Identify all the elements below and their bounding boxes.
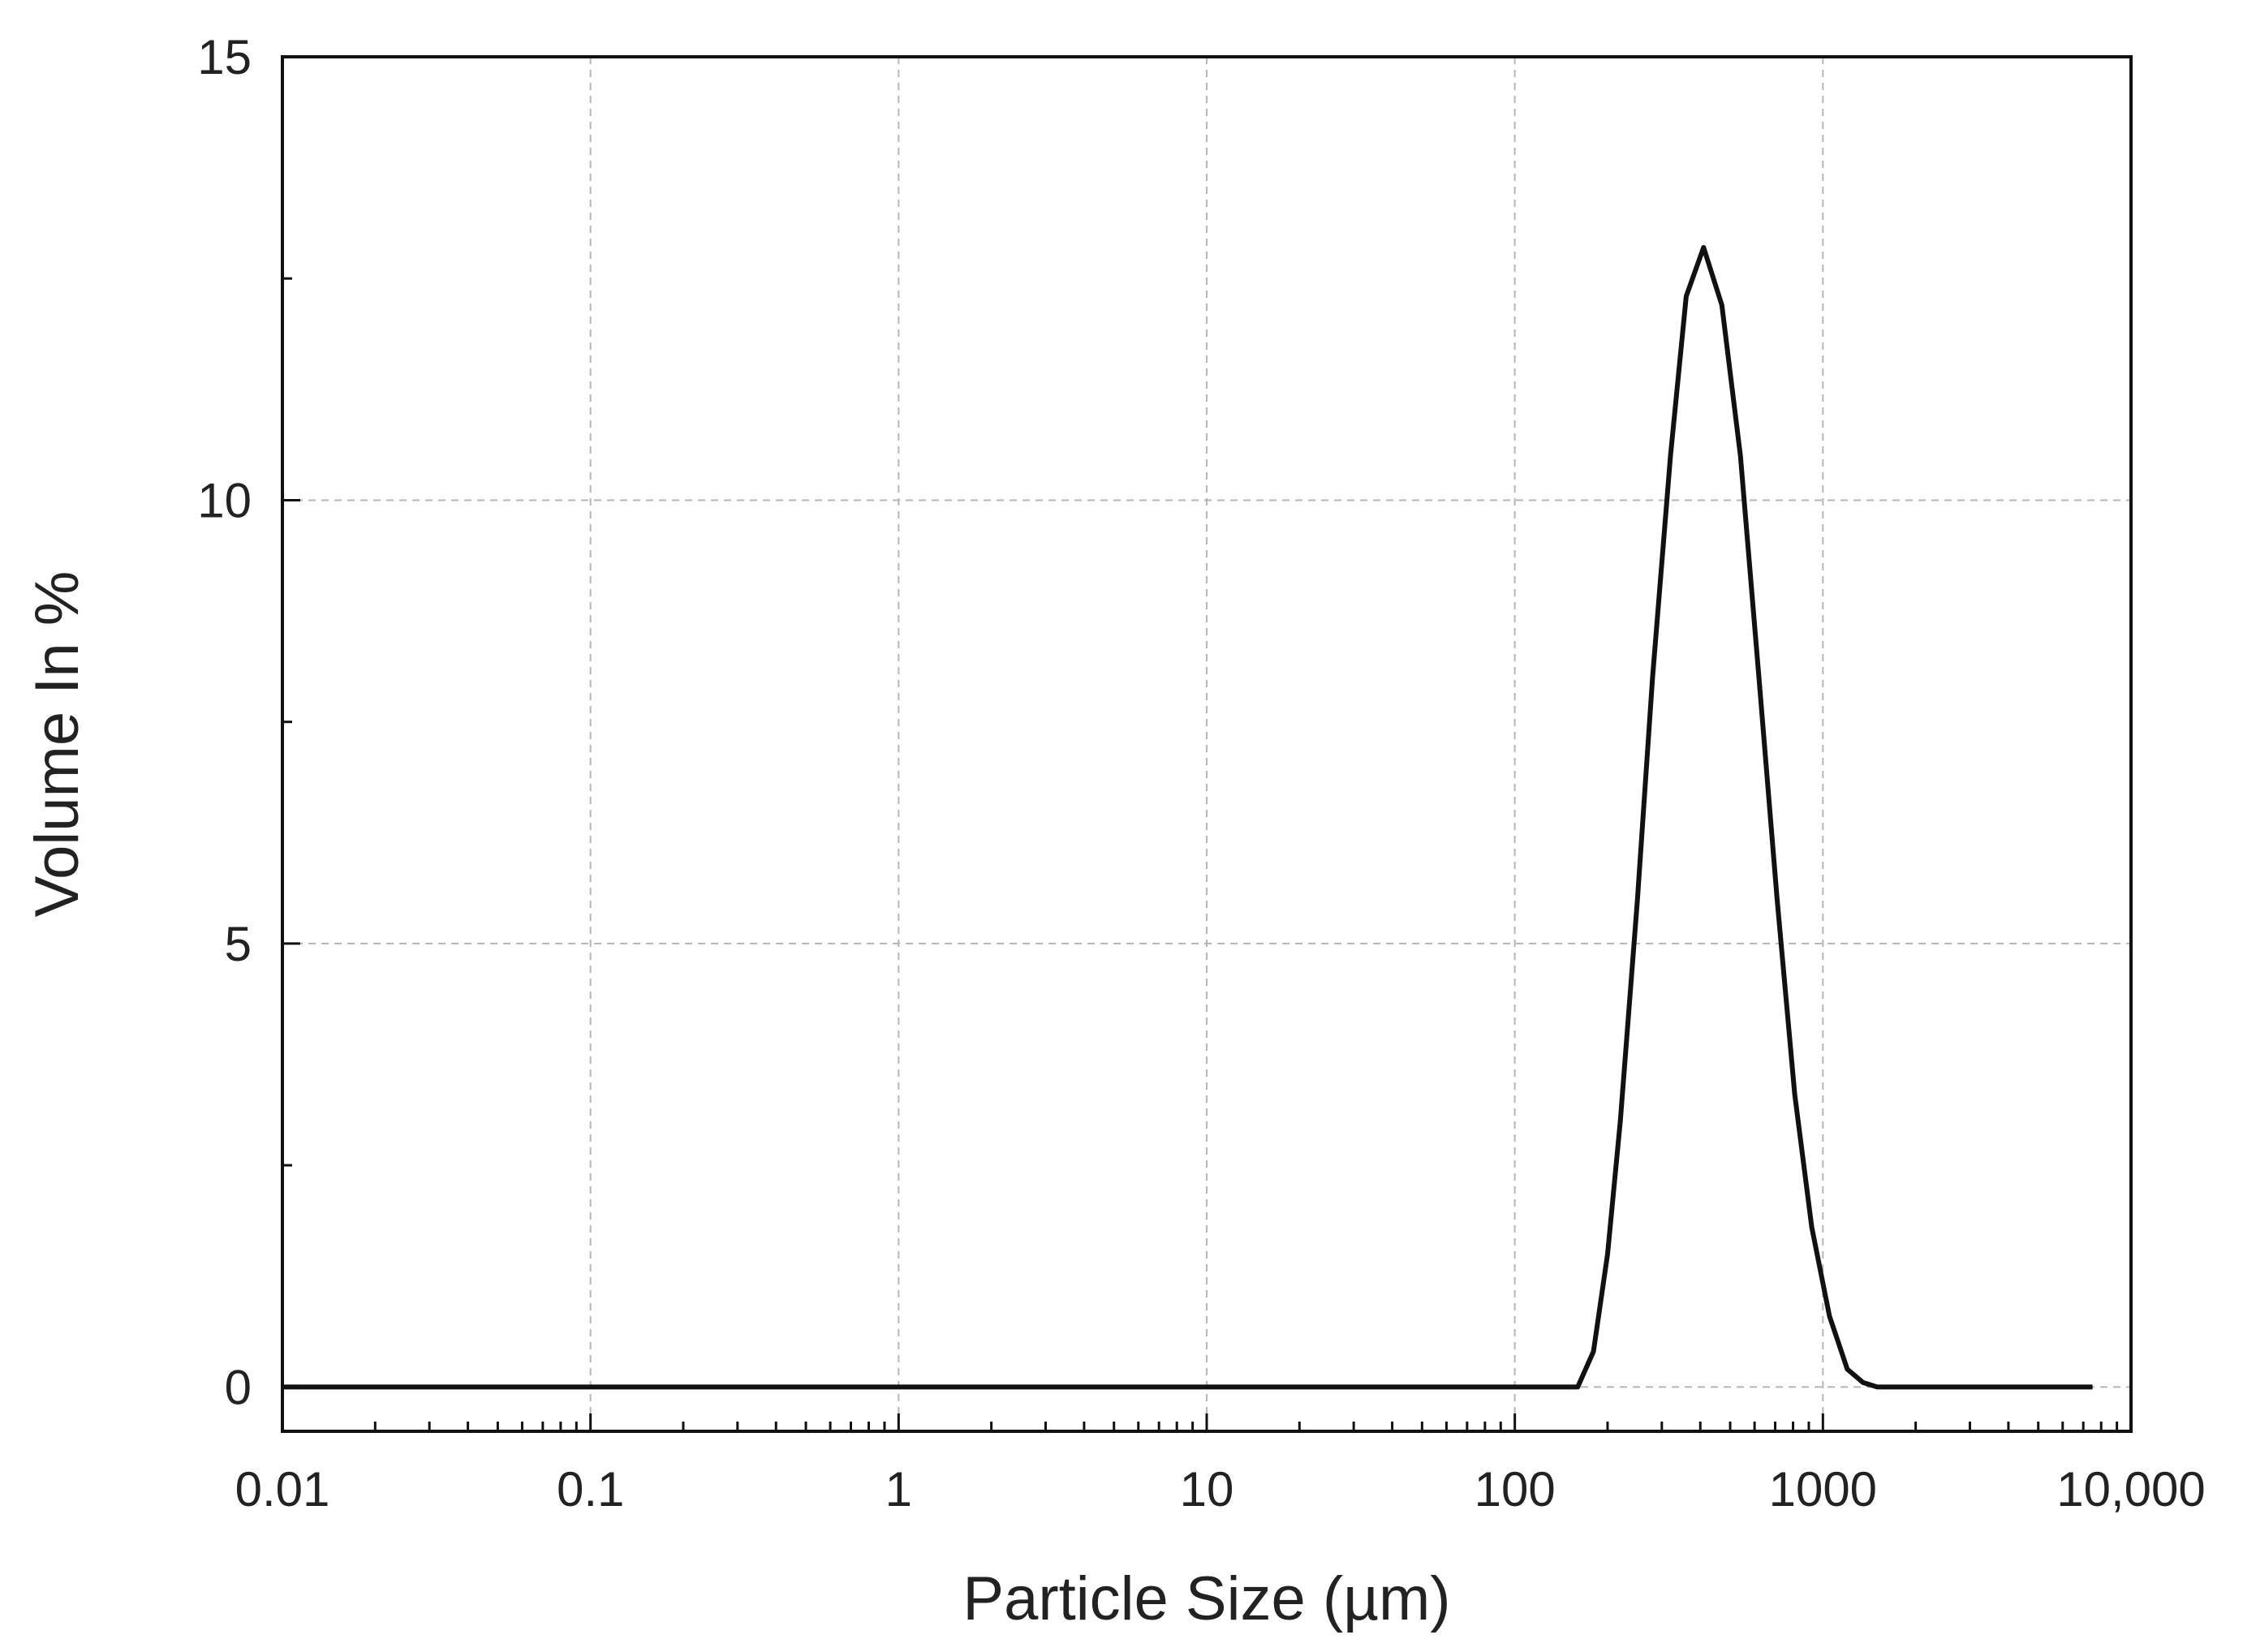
x-tick-labels: 0.01 0.1 1 10 100 1000 10,000: [235, 1462, 2206, 1516]
axis-ticks: [281, 55, 2133, 1431]
x-tick-label: 10,000: [2056, 1462, 2206, 1516]
y-tick-label: 0: [225, 1360, 252, 1414]
y-tick-label: 5: [225, 917, 252, 971]
grid-lines: [282, 57, 2131, 1431]
y-tick-labels: 0 5 10 15: [197, 30, 252, 1414]
plot-frame: [281, 55, 2133, 1433]
y-axis-title: Volume In %: [23, 571, 92, 918]
x-tick-label: 0.1: [557, 1462, 624, 1516]
x-tick-label: 1: [885, 1462, 912, 1516]
x-tick-label: 100: [1475, 1462, 1556, 1516]
series-line: [282, 245, 2093, 1390]
series-layer: [282, 245, 2093, 1390]
y-tick-label: 15: [197, 30, 252, 84]
y-tick-label: 10: [197, 473, 252, 527]
x-tick-label: 0.01: [235, 1462, 330, 1516]
x-tick-label: 10: [1180, 1462, 1234, 1516]
x-axis-title: Particle Size (µm): [962, 1564, 1450, 1633]
x-tick-label: 1000: [1769, 1462, 1877, 1516]
